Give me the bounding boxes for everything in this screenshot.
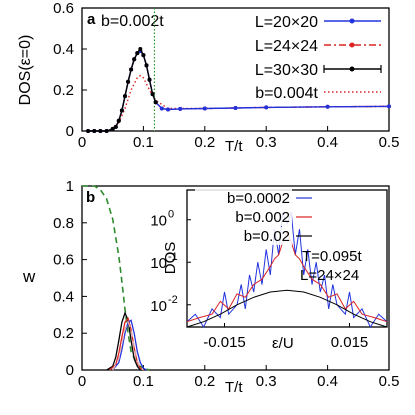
panel-b-xtick-label: 0.5 xyxy=(379,373,400,390)
panel-a-ytick-label: 0 xyxy=(66,123,74,140)
inset-legend-bg xyxy=(195,189,292,207)
panel-a-series-2-point xyxy=(113,124,118,129)
panel-a-series-2-point xyxy=(153,100,158,105)
panel-b-xlabel: T/t xyxy=(225,379,243,396)
panel-a-series-2-point xyxy=(119,108,124,113)
panel-b-frame xyxy=(81,185,390,371)
panel-a-legend-label: L=24×24 xyxy=(255,38,318,55)
panel-a-series-0-point xyxy=(387,104,391,109)
panel-b-xtick-label: 0.3 xyxy=(256,373,277,390)
panel-a-legend-marker xyxy=(349,66,355,72)
panel-a-series-2-point xyxy=(135,51,140,56)
panel-a-ytick-label: 0.6 xyxy=(53,0,74,17)
panel-a-xlabel: T/t xyxy=(225,138,243,155)
panel-a-xtick-label: 0.3 xyxy=(256,134,277,151)
panel-a-series-0-point xyxy=(159,106,164,111)
panel-a-series-0-point xyxy=(202,106,207,111)
inset-ytick-exponent: 0 xyxy=(168,209,174,221)
panel-a-series-2-point xyxy=(141,53,146,58)
panel-a-series-2-point xyxy=(116,118,121,123)
inset-ylabel: DOS xyxy=(162,242,179,275)
panel-a-xtick-label: 0.5 xyxy=(379,134,400,151)
inset-legend-label: b=0.02 xyxy=(244,228,290,245)
panel-b-series-3-line xyxy=(112,319,147,371)
panel-a-series-2-point xyxy=(144,63,149,68)
inset-xtick-label: 0.015 xyxy=(331,334,369,351)
inset-ytick-label: 10 xyxy=(150,255,167,272)
panel-a-series-2-point xyxy=(98,129,103,133)
panel-a-series-2-point xyxy=(150,92,155,97)
panel-b-ytick-label: 0.4 xyxy=(53,288,74,305)
panel-b-label: b xyxy=(86,189,95,206)
panel-a-series-2-point xyxy=(138,47,143,51)
inset-xtick-label: -0.015 xyxy=(203,334,246,351)
inset-ytick-exponent: -2 xyxy=(168,294,178,306)
panel-a-series-2-point xyxy=(123,94,127,99)
panel-b-series-0-line xyxy=(82,185,150,371)
panel-a-series-2-point xyxy=(129,67,134,72)
panel-a-series-2-point xyxy=(126,79,131,84)
inset-annotation-temperature: T=0.095t xyxy=(302,248,362,265)
panel-a-ytick-label: 0.4 xyxy=(53,41,74,58)
panel-a-xtick-label: 0.2 xyxy=(194,134,215,151)
panel-a-ytick-label: 0.2 xyxy=(53,82,74,99)
panel-a-legend-label: b=0.004t xyxy=(255,85,318,102)
inset-legend-bg xyxy=(195,227,292,245)
panel-a-series-2-line xyxy=(88,47,157,132)
panel-b-ylabel: w xyxy=(22,267,36,286)
panel-a-frame xyxy=(81,7,390,132)
panel-a-series-2-point xyxy=(110,126,115,131)
inset-legend: b=0.0002 b=0.002 b=0.02 xyxy=(195,189,312,245)
panel-a-xtick-label: 0 xyxy=(78,134,86,151)
inset-series-2-line xyxy=(186,289,388,328)
inset-legend-bg xyxy=(195,208,292,226)
panel-a-legend-label: L=30×30 xyxy=(255,62,318,79)
panel-a-series-0-point xyxy=(166,107,170,112)
panel-b-ytick-label: 0.6 xyxy=(53,252,74,269)
inset-ytick-label: 10 xyxy=(150,213,167,230)
panel-a: a b=0.002t DOS(ε=0) T/t 0 0.1 0.2 0.3 0.4 0.5… xyxy=(17,0,399,155)
panel-a-label: a xyxy=(87,11,96,28)
panel-b-xtick-label: 0 xyxy=(78,373,86,390)
panel-a-series-2-point xyxy=(147,77,152,82)
panel-a-xtick-label: 0.4 xyxy=(317,134,338,151)
panel-b-ytick-label: 1 xyxy=(66,178,74,195)
panel-a-annotation: b=0.002t xyxy=(101,13,164,30)
panel-a-series-2-point xyxy=(92,129,97,133)
panel-a-legend-marker xyxy=(349,18,355,24)
panel-b-xtick-label: 0.4 xyxy=(317,373,338,390)
panel-a-series-2-point xyxy=(132,57,137,62)
inset-legend-label: b=0.002 xyxy=(235,209,290,226)
panel-a-legend-marker xyxy=(349,42,355,48)
panel-a-series-0-point xyxy=(233,106,238,110)
panel-a-ylabel: DOS(ε=0) xyxy=(17,35,34,106)
inset-legend-label: b=0.0002 xyxy=(227,190,290,207)
panel-b: b w T/t 0 0.1 0.2 0.3 0.4 0.5 0 0.2 0.4 0.6 0.8 1 xyxy=(22,178,399,396)
panel-a-series-2-point xyxy=(86,129,91,133)
panel-a-legend-label: L=20×20 xyxy=(255,14,318,31)
panel-b-xtick-label: 0.2 xyxy=(194,373,215,390)
panel-a-series-0-point xyxy=(325,104,330,109)
panel-b-ytick-label: 0.8 xyxy=(53,215,74,232)
panel-b-ytick-label: 0.2 xyxy=(53,325,74,342)
panel-b-series-4-line xyxy=(112,320,144,371)
panel-a-series-0-point xyxy=(178,106,183,111)
inset-xlabel: ε/U xyxy=(272,335,294,352)
panel-a-xtick-label: 0.1 xyxy=(133,134,154,151)
panel-b-ytick-label: 0 xyxy=(66,362,74,379)
panel-a-series-2-point xyxy=(104,129,109,133)
panel-b-xtick-label: 0.1 xyxy=(133,373,154,390)
panel-b-series-1-line xyxy=(106,311,144,371)
inset-ytick-label: 10 xyxy=(150,298,167,315)
panel-a-legend: L=20×20 L=24×24 L=30×30 b=0.004t xyxy=(255,14,382,102)
inset-ytick-exponent: -1 xyxy=(168,251,178,263)
panel-a-series-0-point xyxy=(264,105,269,110)
inset-annotation-size: L=24×24 xyxy=(300,267,359,284)
